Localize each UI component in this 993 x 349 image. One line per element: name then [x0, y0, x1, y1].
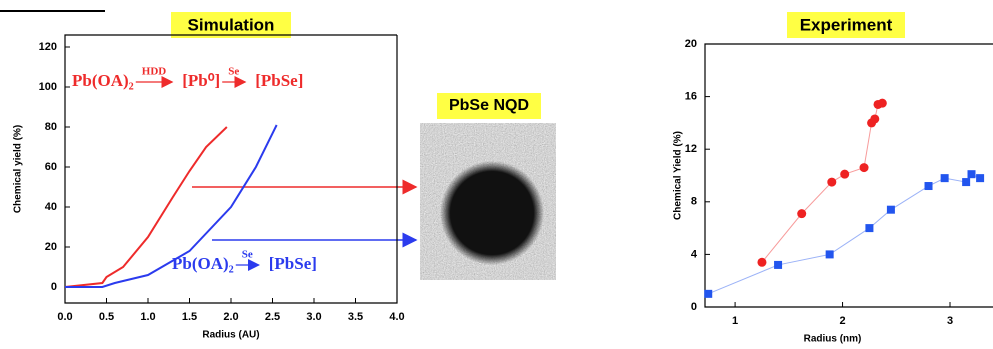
x-tick-label: 3: [947, 315, 953, 327]
y-tick-label: 120: [39, 41, 57, 53]
point: [797, 209, 806, 218]
annotation: Pb(OA)₂: [72, 71, 134, 90]
annotation: [PbSe]: [255, 71, 303, 90]
y-tick-label: 8: [691, 196, 697, 208]
y-tick-label: 20: [45, 241, 57, 253]
point: [941, 174, 949, 182]
point: [968, 170, 976, 178]
annotation: Se: [242, 249, 253, 261]
point: [962, 178, 970, 186]
y-tick-label: 100: [39, 81, 57, 93]
point: [925, 182, 933, 190]
chart-title: Experiment: [800, 15, 893, 34]
point: [976, 174, 984, 182]
annotation: HDD: [142, 66, 167, 78]
y-tick-label: 0: [691, 301, 697, 313]
nanocrystal: [440, 161, 544, 265]
point: [827, 178, 836, 187]
y-tick-label: 60: [45, 161, 57, 173]
annotation: Pb(OA)₂: [172, 254, 234, 273]
point: [878, 99, 887, 108]
series-line: [708, 174, 980, 294]
annotation: Se: [228, 66, 239, 78]
page: PbSe NQD Simulation 0.0 0.5 1.0 1.5 2.0 2.5 3.0…: [0, 0, 993, 349]
x-tick-label: 1.0: [140, 311, 155, 323]
point: [757, 258, 766, 267]
y-tick-label: 0: [51, 281, 57, 293]
x-axis-label: Radius (AU): [202, 330, 259, 341]
point: [865, 224, 873, 232]
x-tick-label: 2: [839, 315, 845, 327]
image-label: PbSe NQD: [449, 97, 529, 114]
y-tick-label: 12: [685, 143, 697, 155]
x-tick-label: 3.5: [348, 311, 363, 323]
point: [860, 163, 869, 172]
point: [826, 250, 834, 258]
x-axis-label: Radius (nm): [804, 334, 862, 345]
y-tick-label: 40: [45, 201, 57, 213]
x-tick-label: 1.5: [182, 311, 197, 323]
point: [887, 206, 895, 214]
y-tick-label: 4: [691, 248, 698, 260]
y-axis-label: Chemical Yield (%): [673, 131, 684, 220]
point: [840, 170, 849, 179]
series-line: [65, 125, 277, 287]
point: [870, 114, 879, 123]
y-tick-label: 20: [685, 38, 697, 50]
y-axis-label: Chemical yield (%): [13, 125, 24, 213]
y-tick-label: 16: [685, 91, 697, 103]
point: [774, 261, 782, 269]
point: [704, 290, 712, 298]
x-tick-label: 0.5: [99, 311, 114, 323]
series-line: [762, 103, 882, 262]
annotation: [Pb⁰]: [182, 71, 220, 90]
x-tick-label: 0.0: [57, 311, 72, 323]
x-tick-label: 3.0: [306, 311, 321, 323]
annotation: [PbSe]: [269, 254, 317, 273]
figure: PbSe NQD Simulation 0.0 0.5 1.0 1.5 2.0 2.5 3.0…: [0, 0, 993, 349]
x-tick-label: 1: [732, 315, 738, 327]
x-tick-label: 4.0: [389, 311, 404, 323]
chart-title: Simulation: [188, 15, 275, 34]
x-tick-label: 2.5: [265, 311, 280, 323]
x-tick-label: 2.0: [223, 311, 238, 323]
y-tick-label: 80: [45, 121, 57, 133]
